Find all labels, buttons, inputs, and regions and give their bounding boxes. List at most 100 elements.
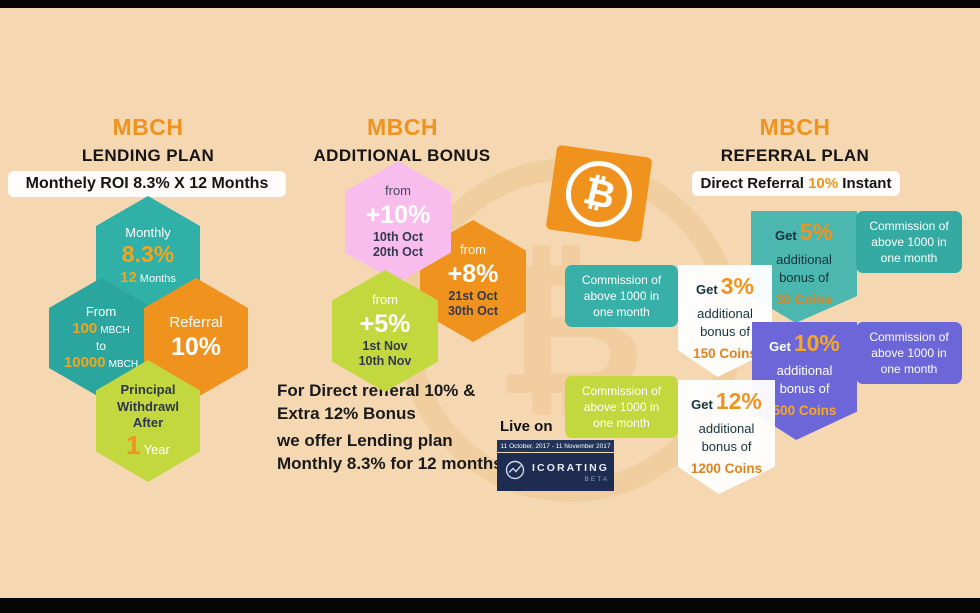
banner-12pct-bonus: Get 12% additional bonus of 1200 Coins bbox=[678, 380, 775, 494]
bonus-note-lending-line1: we offer Lending plan bbox=[277, 431, 453, 450]
principal-duration: 1 Year bbox=[126, 431, 170, 460]
bonus-note-lending-line2: Monthly 8.3% for 12 months bbox=[277, 453, 503, 473]
bonus-line2: bonus of bbox=[779, 269, 829, 285]
range-max-amount: 10000 bbox=[63, 353, 106, 371]
get-label: Get bbox=[696, 282, 718, 297]
range-min-amount: 100 bbox=[72, 319, 98, 337]
lending-subtitle: Monthely ROI 8.3% X 12 Months bbox=[8, 171, 286, 197]
bonus-line2: bonus of bbox=[779, 380, 830, 396]
range-from-label: From bbox=[85, 303, 117, 319]
bitcoin-symbol-icon: ₿ bbox=[578, 169, 620, 218]
referral-subtitle-value: 10% bbox=[808, 175, 839, 192]
coins-value: 500 Coins bbox=[772, 403, 837, 419]
commission-line1: Commission of bbox=[869, 329, 949, 344]
lending-title: LENDING PLAN bbox=[81, 146, 215, 165]
range-max-unit: MBCH bbox=[108, 358, 139, 370]
bonus-line1: additional bbox=[776, 252, 832, 267]
bonus-note-referral: For Direct refferal 10% & Extra 12% Bonu… bbox=[277, 380, 475, 426]
commission-line2: above 1000 in bbox=[871, 345, 947, 360]
bonus-note-referral-line1: For Direct refferal 10% & bbox=[277, 381, 476, 400]
bitcoin-logo-square: ₿ bbox=[545, 144, 653, 243]
bonus-line2: bonus of bbox=[700, 323, 750, 339]
referral-brand: MBCH bbox=[759, 114, 831, 140]
date-range-strip: 11 October, 2017 - 11 November 2017 bbox=[497, 440, 614, 452]
bonus-line1: additional bbox=[776, 363, 833, 378]
lending-brand: MBCH bbox=[112, 114, 184, 140]
bitcoin-logo: ₿ bbox=[541, 144, 657, 246]
coins-value: 150 Coins bbox=[693, 346, 757, 362]
get-label: Get bbox=[775, 228, 797, 243]
hex-bonus-5: from +5% 1st Nov 10th Nov bbox=[332, 270, 438, 392]
percent-value: 3% bbox=[720, 273, 754, 299]
commission-box-3pct: Commission of above 1000 in one month bbox=[565, 265, 678, 327]
get-label: Get bbox=[691, 397, 713, 412]
bonus-line1: additional bbox=[698, 421, 755, 436]
commission-line2: above 1000 in bbox=[871, 234, 947, 249]
duration-number: 12 bbox=[120, 268, 137, 286]
range-min: 100 MBCH bbox=[72, 320, 129, 339]
commission-line3: one month bbox=[593, 305, 650, 320]
range-min-unit: MBCH bbox=[100, 324, 130, 336]
bonus10-value: +10% bbox=[365, 200, 431, 229]
coins-value: 30 Coins bbox=[775, 292, 833, 308]
commission-line1: Commission of bbox=[869, 218, 949, 233]
top-black-bar bbox=[0, 0, 980, 8]
commission-box-10pct: Commission of above 1000 in one month bbox=[856, 322, 962, 384]
range-max: 10000 MBCH bbox=[64, 354, 138, 373]
icorating-logo: ICORATING BETA bbox=[497, 453, 614, 491]
referral-subtitle-post: Instant bbox=[842, 175, 892, 192]
monthly-label: Monthly bbox=[125, 224, 171, 240]
get-label: Get bbox=[769, 339, 791, 354]
bonus5-date2: 10th Nov bbox=[358, 354, 412, 369]
commission-line2: above 1000 in bbox=[583, 399, 660, 414]
commission-line3: one month bbox=[880, 362, 938, 377]
percent-value: 12% bbox=[715, 388, 762, 414]
bonus-note-referral-line2: Extra 12% Bonus bbox=[277, 403, 416, 423]
bonus8-value: +8% bbox=[447, 259, 499, 288]
principal-number: 1 bbox=[126, 430, 141, 461]
bonus-line1: additional bbox=[697, 306, 753, 321]
bonus5-from: from bbox=[372, 292, 398, 308]
commission-line3: one month bbox=[593, 416, 650, 431]
referral-subtitle-pre: Direct Referral bbox=[700, 175, 804, 192]
referral-label: Referral bbox=[169, 313, 223, 331]
icorating-chart-icon bbox=[505, 460, 525, 485]
range-to-label: to bbox=[95, 338, 106, 353]
icorating-name: ICORATING bbox=[532, 461, 610, 474]
bonus8-date2: 30th Oct bbox=[447, 304, 498, 319]
icorating-beta-badge: BETA bbox=[584, 475, 610, 483]
bonus10-date1: 10th Oct bbox=[372, 229, 423, 244]
commission-line1: Commission of bbox=[581, 383, 662, 398]
coins-value: 1200 Coins bbox=[690, 461, 763, 477]
bottom-black-bar bbox=[0, 598, 980, 613]
referral-title: REFERRAL PLAN bbox=[720, 146, 870, 165]
bonus5-value: +5% bbox=[359, 309, 411, 338]
bonus10-date2: 20th Oct bbox=[372, 245, 423, 260]
banner-5pct-get-row: Get 5% bbox=[775, 219, 833, 246]
bonus-line2: bonus of bbox=[701, 438, 752, 454]
principal-line3: After bbox=[132, 414, 164, 430]
commission-line3: one month bbox=[880, 251, 938, 266]
bonus8-from: from bbox=[460, 242, 486, 258]
hex-principal-withdrawal: Principal Withdrawl After 1 Year bbox=[96, 360, 200, 482]
icorating-wordmark: ICORATING BETA bbox=[532, 462, 609, 483]
bonus10-from: from bbox=[385, 183, 411, 199]
principal-line2: Withdrawl bbox=[117, 398, 179, 414]
monthly-rate: 8.3% bbox=[121, 240, 175, 267]
percent-value: 5% bbox=[799, 219, 833, 245]
bonus5-date1: 1st Nov bbox=[362, 338, 408, 353]
monthly-duration: 12 Months bbox=[120, 269, 176, 288]
bonus-note-lending: we offer Lending plan Monthly 8.3% for 1… bbox=[277, 430, 503, 476]
commission-box-12pct: Commission of above 1000 in one month bbox=[565, 376, 678, 438]
duration-unit: Months bbox=[139, 272, 176, 285]
banner-3pct-get-row: Get 3% bbox=[696, 273, 754, 300]
bitcoin-ring: ₿ bbox=[561, 156, 637, 231]
principal-line1: Principal bbox=[120, 382, 176, 398]
commission-box-5pct: Commission of above 1000 in one month bbox=[856, 211, 962, 273]
percent-value: 10% bbox=[793, 330, 840, 356]
commission-line1: Commission of bbox=[581, 272, 662, 287]
bonus-brand: MBCH bbox=[367, 114, 438, 140]
banner-10pct-get-row: Get 10% bbox=[769, 330, 840, 357]
principal-unit: Year bbox=[143, 442, 170, 458]
